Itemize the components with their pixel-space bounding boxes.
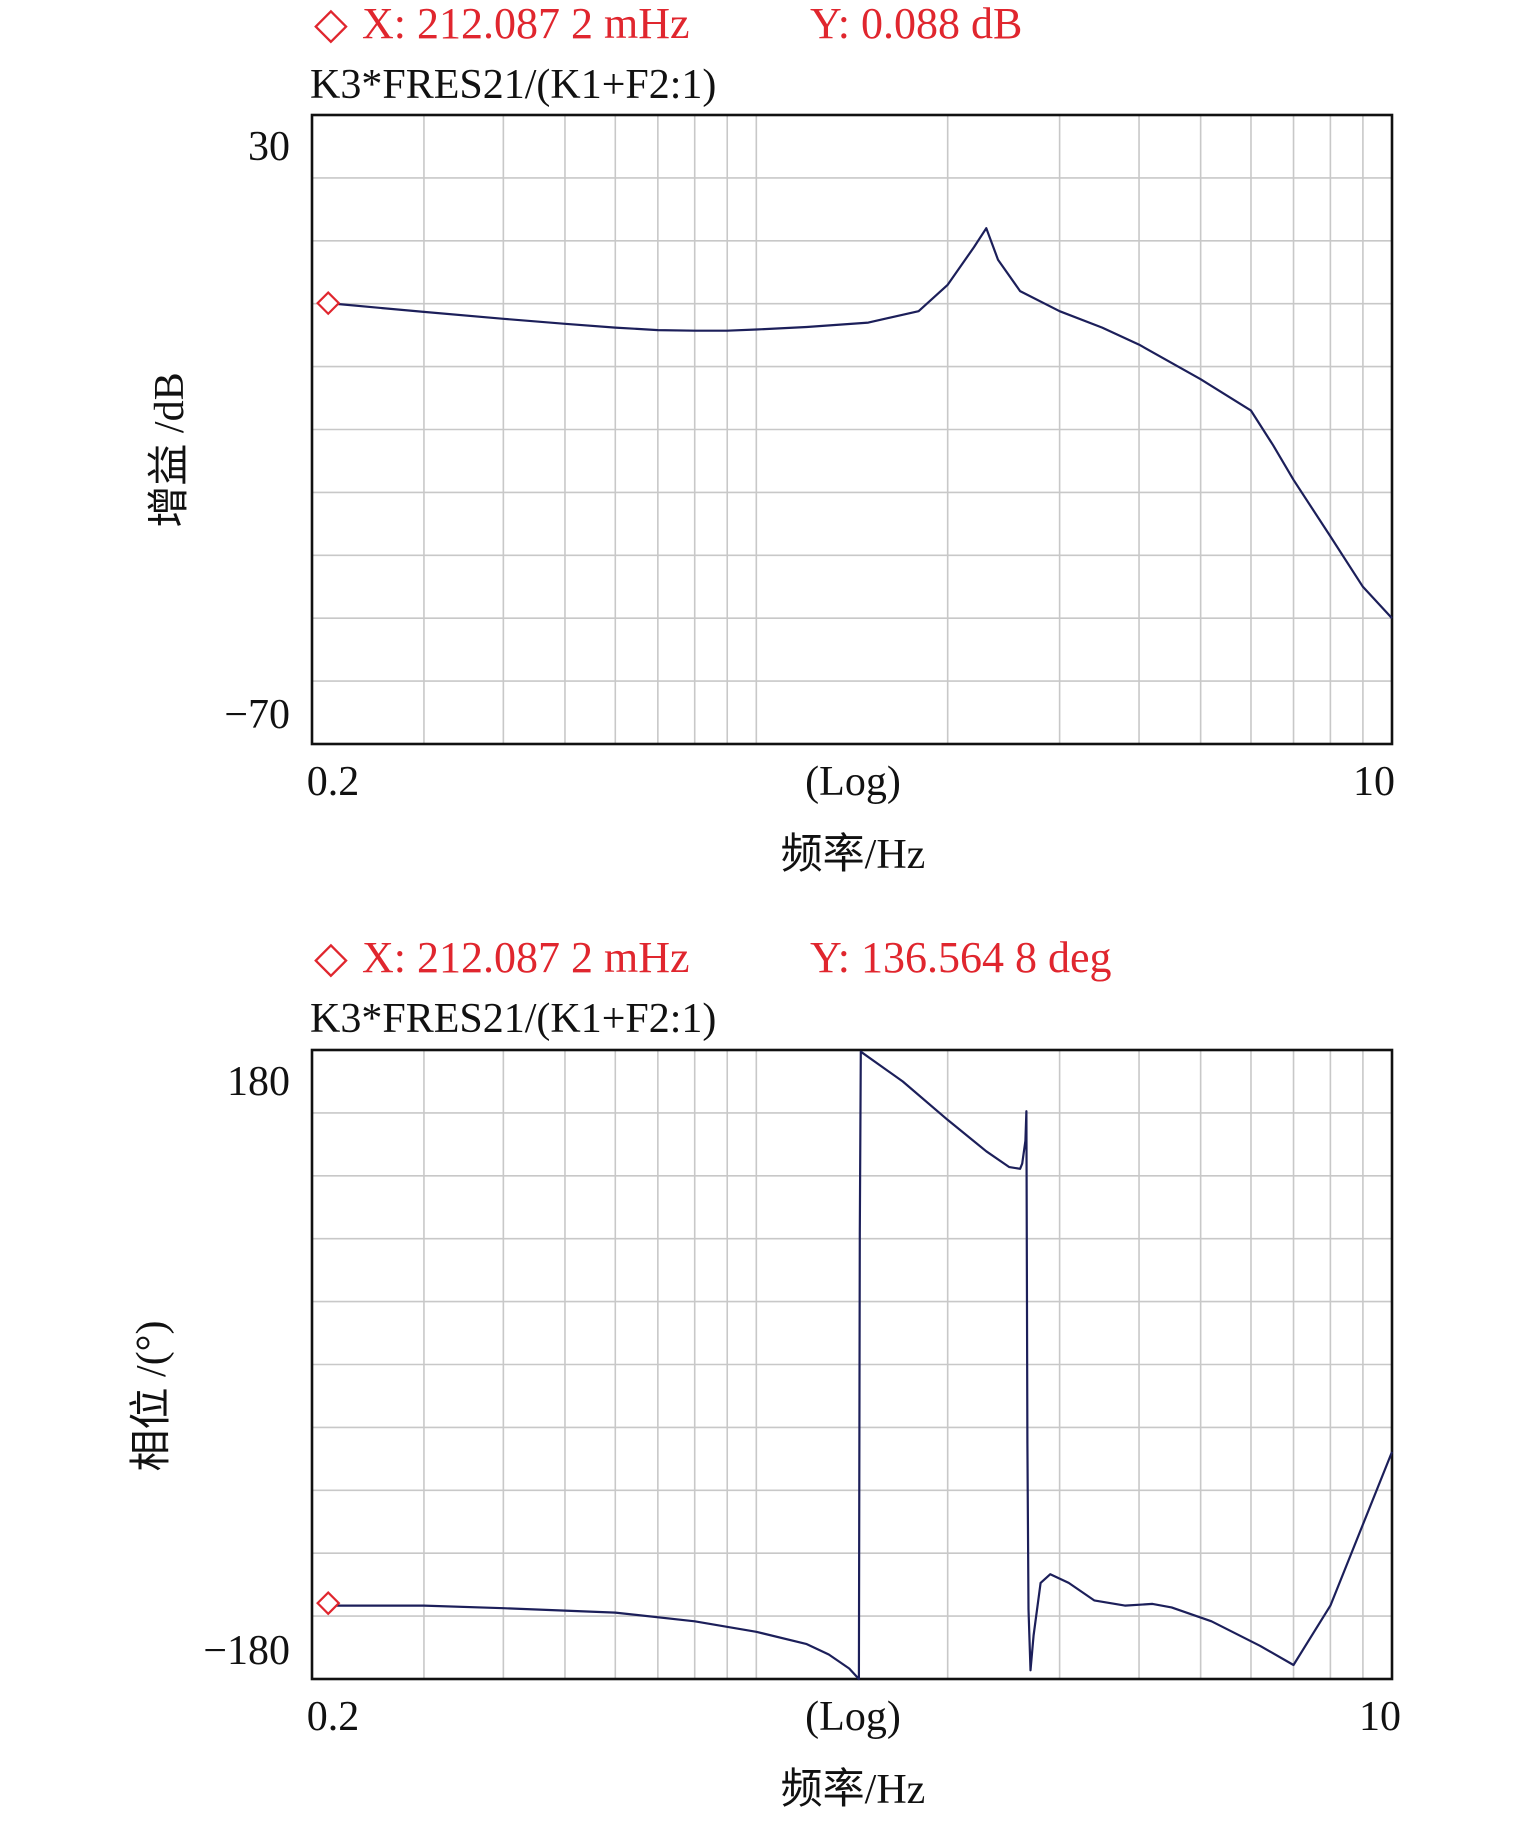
gain-cursor-marker: [316, 290, 341, 316]
phase-panel: ◇ X: 212.087 2 mHz Y: 136.564 8 deg K3*F…: [128, 933, 1401, 1813]
gain-y-tick-top: 30: [248, 124, 290, 170]
phase-cursor-x-readout: X: 212.087 2 mHz: [362, 933, 690, 982]
gain-trace-name: K3*FRES21/(K1+F2:1): [310, 62, 716, 108]
phase-y-tick-bottom: −180: [203, 1628, 290, 1674]
phase-x-scale-label: (Log): [805, 1694, 901, 1740]
gain-cursor-symbol: ◇: [314, 0, 348, 48]
phase-x-tick-left: 0.2: [307, 1694, 360, 1740]
gain-x-tick-left: 0.2: [307, 759, 360, 805]
gain-grid: [312, 115, 1392, 744]
gain-x-scale-label: (Log): [805, 759, 901, 805]
gain-y-tick-bottom: −70: [224, 692, 290, 738]
gain-x-tick-right: 10: [1353, 759, 1395, 805]
gain-cursor-x-readout: X: 212.087 2 mHz: [362, 0, 690, 48]
phase-cursor-marker: [316, 1591, 341, 1616]
phase-y-tick-top: 180: [227, 1059, 290, 1105]
gain-y-axis-title: 增益 /dB: [147, 372, 193, 527]
phase-x-tick-right: 10: [1359, 1694, 1401, 1740]
gain-cursor-y-readout: Y: 0.088 dB: [810, 0, 1022, 48]
phase-y-axis-title: 相位 /(°): [128, 1321, 175, 1472]
phase-plot-frame: [310, 1048, 1394, 1681]
phase-trace-name: K3*FRES21/(K1+F2:1): [310, 996, 716, 1042]
phase-curve: [328, 1050, 1394, 1681]
gain-curve: [327, 227, 1393, 619]
gain-panel: ◇ X: 212.087 2 mHz Y: 0.088 dB K3*FRES21…: [147, 0, 1395, 878]
gain-plot-frame: [310, 113, 1394, 746]
phase-x-axis-title: 频率/Hz: [781, 1766, 926, 1813]
gain-x-axis-title: 频率/Hz: [781, 831, 926, 878]
phase-cursor-y-readout: Y: 136.564 8 deg: [810, 933, 1112, 982]
phase-grid: [312, 1050, 1392, 1679]
phase-cursor-symbol: ◇: [314, 933, 348, 982]
